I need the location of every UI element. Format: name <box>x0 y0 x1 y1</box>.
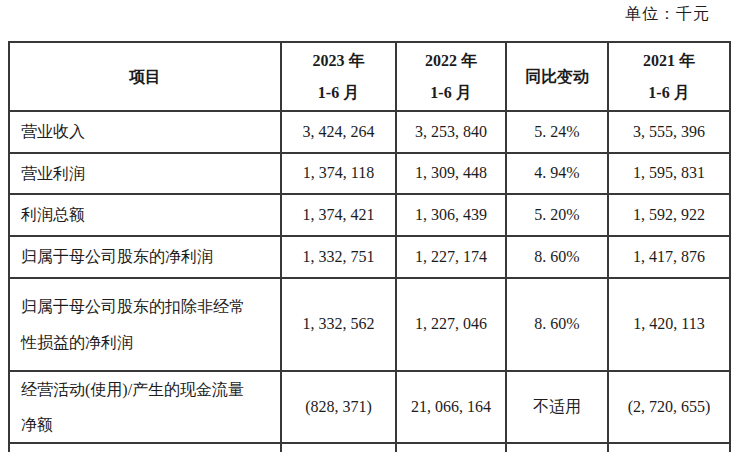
cell-yoy: 不适用 <box>506 371 608 443</box>
cell-2023: 1, 332, 751 <box>281 236 396 278</box>
cell-2022: 1, 309, 448 <box>396 153 506 194</box>
table-row: 营业利润 1, 374, 118 1, 309, 448 4. 94% 1, 5… <box>9 153 730 194</box>
cell-item: 归属于母公司股东的净利润 <box>9 236 281 278</box>
cell-item: 归属于母公司股东的扣除非经常 性损益的净利润 <box>9 278 281 371</box>
cell-2023: (828, 371) <box>281 371 396 443</box>
cell-item <box>9 443 281 452</box>
cell-2023: 1, 332, 562 <box>281 278 396 371</box>
financial-table-container: 项目 2023 年 1-6 月 2022 年 1-6 月 同比变动 2021 年… <box>8 41 731 452</box>
cell-2021: (2, 720, 655) <box>608 371 730 443</box>
col-header-2023: 2023 年 1-6 月 <box>281 42 396 111</box>
cell-item: 营业收入 <box>9 111 281 153</box>
col-header-2021: 2021 年 1-6 月 <box>608 42 730 111</box>
cell-2022: 1, 227, 174 <box>396 236 506 278</box>
cell-yoy: 4. 94% <box>506 153 608 194</box>
cell-2021 <box>608 443 730 452</box>
cell-yoy: 5. 20% <box>506 194 608 236</box>
cell-yoy: 5. 24% <box>506 111 608 153</box>
cell-2021: 1, 592, 922 <box>608 194 730 236</box>
col-header-item: 项目 <box>9 42 281 111</box>
cell-2022: 21, 066, 164 <box>396 371 506 443</box>
col-header-2022: 2022 年 1-6 月 <box>396 42 506 111</box>
cell-item: 营业利润 <box>9 153 281 194</box>
table-row: 利润总额 1, 374, 421 1, 306, 439 5. 20% 1, 5… <box>9 194 730 236</box>
cell-2023: 1, 374, 421 <box>281 194 396 236</box>
cell-2021: 1, 420, 113 <box>608 278 730 371</box>
table-row: 归属于母公司股东的扣除非经常 性损益的净利润 1, 332, 562 1, 22… <box>9 278 730 371</box>
cell-item: 利润总额 <box>9 194 281 236</box>
cell-yoy: 8. 60% <box>506 236 608 278</box>
cell-2021: 3, 555, 396 <box>608 111 730 153</box>
table-row-partial <box>9 443 730 452</box>
cell-yoy: 8. 60% <box>506 278 608 371</box>
cell-2023 <box>281 443 396 452</box>
unit-label: 单位：千元 <box>625 4 710 25</box>
cell-2022 <box>396 443 506 452</box>
table-row: 经营活动(使用)/产生的现金流量 净额 (828, 371) 21, 066, … <box>9 371 730 443</box>
cell-yoy <box>506 443 608 452</box>
financial-table: 项目 2023 年 1-6 月 2022 年 1-6 月 同比变动 2021 年… <box>8 41 731 452</box>
cell-2022: 3, 253, 840 <box>396 111 506 153</box>
cell-2021: 1, 595, 831 <box>608 153 730 194</box>
cell-2022: 1, 306, 439 <box>396 194 506 236</box>
table-header-row: 项目 2023 年 1-6 月 2022 年 1-6 月 同比变动 2021 年… <box>9 42 730 111</box>
table-row: 营业收入 3, 424, 264 3, 253, 840 5. 24% 3, 5… <box>9 111 730 153</box>
cell-item: 经营活动(使用)/产生的现金流量 净额 <box>9 371 281 443</box>
cell-2023: 3, 424, 264 <box>281 111 396 153</box>
cell-2022: 1, 227, 046 <box>396 278 506 371</box>
col-header-yoy: 同比变动 <box>506 42 608 111</box>
cell-2023: 1, 374, 118 <box>281 153 396 194</box>
table-row: 归属于母公司股东的净利润 1, 332, 751 1, 227, 174 8. … <box>9 236 730 278</box>
cell-2021: 1, 417, 876 <box>608 236 730 278</box>
